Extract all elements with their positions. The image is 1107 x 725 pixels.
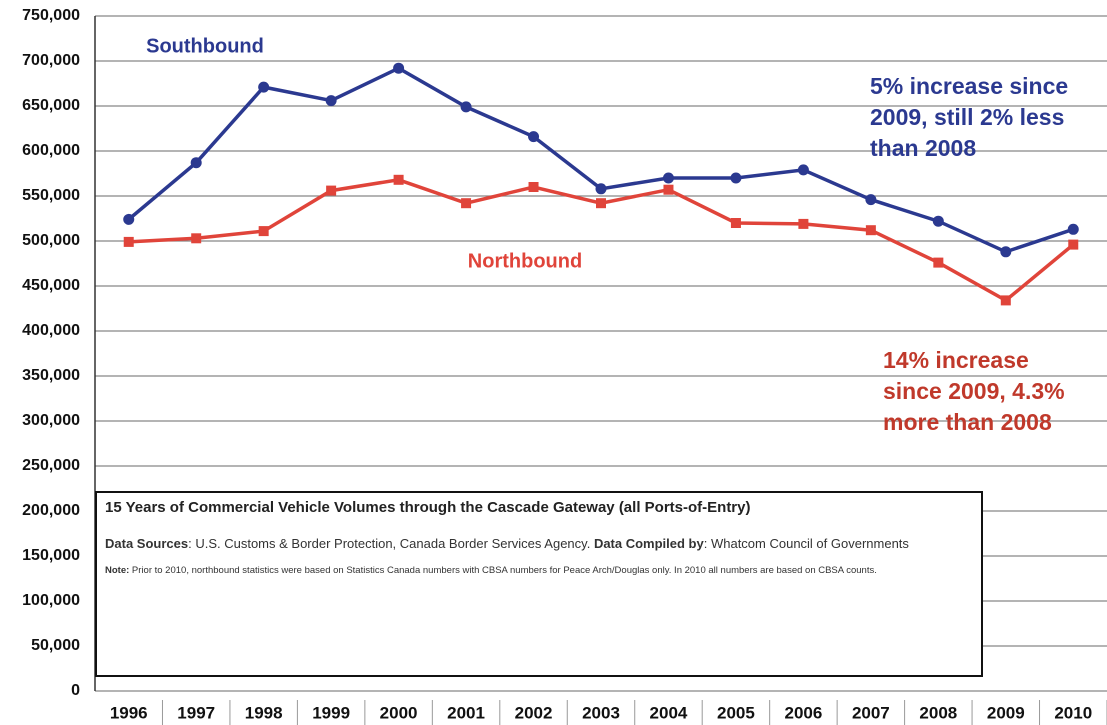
marker [123, 213, 135, 225]
y-tick-label: 600,000 [22, 142, 80, 159]
box-sources: Data Sources: U.S. Customs & Border Prot… [105, 536, 973, 551]
x-tick-label: 2005 [717, 703, 755, 722]
marker [1067, 223, 1079, 235]
marker [461, 198, 472, 209]
x-tick-label: 2009 [987, 703, 1025, 722]
x-tick-label: 1998 [245, 703, 283, 722]
series-label: Southbound [146, 35, 264, 57]
marker [865, 194, 877, 206]
marker [190, 157, 202, 169]
series-line [128, 178, 1075, 303]
y-tick-label: 400,000 [22, 322, 80, 339]
marker [663, 184, 674, 195]
annotation: 2009, still 2% less [870, 104, 1064, 130]
marker [1068, 239, 1079, 250]
y-tick-label: 100,000 [22, 592, 80, 609]
annotation: 14% increase [883, 347, 1029, 373]
compiled-label: Data Compiled by [593, 536, 704, 551]
x-tick-label: 2001 [447, 703, 485, 722]
y-tick-label: 650,000 [22, 97, 80, 114]
x-tick-label: 1996 [110, 703, 148, 722]
x-tick-label: 2008 [919, 703, 957, 722]
y-tick-label: 300,000 [22, 412, 80, 429]
marker [393, 174, 404, 185]
annotation: more than 2008 [883, 409, 1052, 435]
marker [326, 185, 337, 196]
y-tick-label: 50,000 [31, 637, 80, 654]
note-label: Note: [105, 565, 130, 576]
annotation: since 2009, 4.3% [883, 378, 1065, 404]
box-title: 15 Years of Commercial Vehicle Volumes t… [105, 499, 751, 516]
x-tick-label: 2002 [515, 703, 553, 722]
x-tick-label: 2006 [784, 703, 822, 722]
marker [123, 236, 134, 247]
marker [528, 182, 539, 192]
annotation: 5% increase since [870, 73, 1068, 99]
info-box: 15 Years of Commercial Vehicle Volumes t… [95, 491, 983, 677]
y-tick-label: 500,000 [22, 232, 80, 249]
series-label: Northbound [468, 250, 582, 272]
x-tick-label: 1999 [312, 703, 350, 722]
annotation: than 2008 [870, 135, 976, 161]
marker [596, 198, 606, 209]
y-tick-label: 550,000 [22, 187, 80, 204]
marker [258, 81, 270, 93]
marker [932, 215, 944, 227]
note: Prior to 2010, northbound statistics wer… [129, 565, 877, 576]
x-tick-label: 2003 [582, 703, 620, 722]
marker [1000, 246, 1012, 258]
marker [730, 172, 742, 184]
y-tick-label: 350,000 [22, 367, 80, 384]
marker [393, 62, 405, 74]
y-tick-label: 250,000 [22, 457, 80, 474]
x-tick-label: 1997 [177, 703, 215, 722]
marker [191, 233, 202, 244]
x-tick-label: 2010 [1054, 703, 1092, 722]
marker [1000, 295, 1011, 306]
y-tick-label: 450,000 [22, 277, 80, 294]
marker [595, 183, 607, 195]
x-tick-label: 2007 [852, 703, 890, 722]
x-tick-label: 2004 [650, 703, 688, 722]
y-tick-label: 700,000 [22, 52, 80, 69]
sources: : U.S. Customs & Border Protection, Cana… [188, 536, 594, 551]
marker [528, 131, 540, 143]
y-tick-label: 750,000 [22, 7, 80, 24]
marker [798, 218, 809, 229]
sources-label: Data Sources [105, 536, 189, 551]
y-tick-label: 150,000 [22, 547, 80, 564]
marker [730, 218, 741, 228]
y-tick-label: 0 [71, 682, 80, 699]
compiled: : Whatcom Council of Governments [703, 536, 909, 551]
marker [662, 172, 674, 184]
marker [797, 164, 809, 176]
marker [325, 95, 337, 107]
y-tick-label: 200,000 [22, 502, 80, 519]
marker [258, 226, 269, 237]
marker [865, 225, 876, 236]
marker [460, 101, 472, 113]
x-tick-label: 2000 [380, 703, 418, 722]
marker [933, 257, 944, 268]
box-note: Note: Prior to 2010, northbound statisti… [105, 565, 973, 576]
